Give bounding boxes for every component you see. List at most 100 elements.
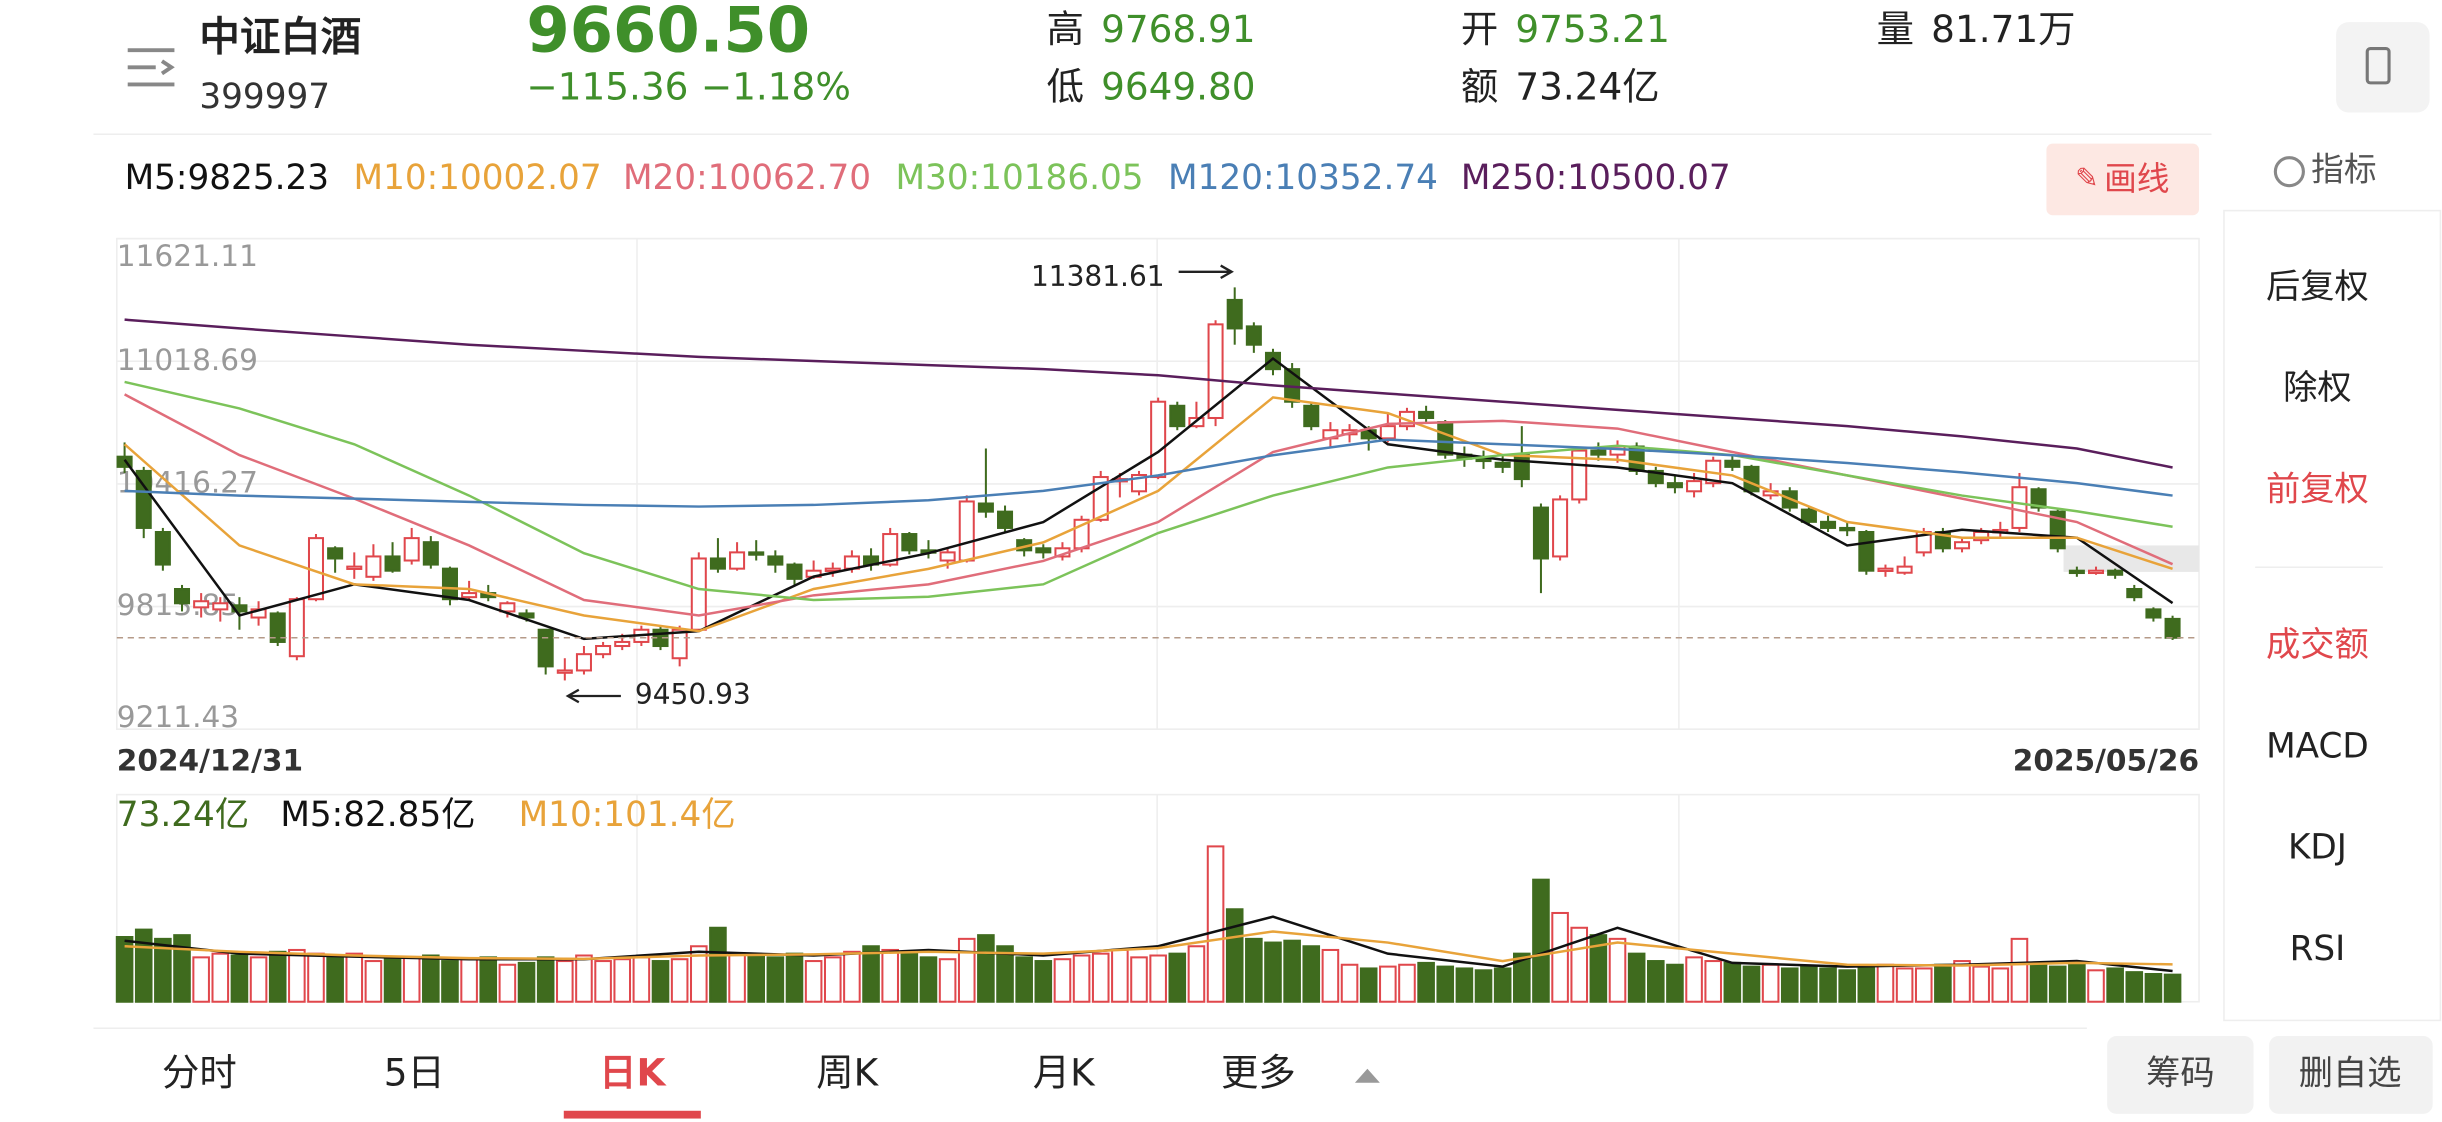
change: −115.36 xyxy=(526,65,688,109)
stat-label: 开 xyxy=(1461,7,1498,51)
period-tab[interactable]: 月K xyxy=(1033,1050,1096,1094)
volume-bar xyxy=(192,956,210,1003)
ma-line xyxy=(124,318,2173,469)
volume-bar xyxy=(1302,945,1321,1003)
volume-bar xyxy=(173,934,191,1003)
phone-button[interactable] xyxy=(2336,22,2430,113)
volume-bar xyxy=(1819,967,1837,1003)
volume-bar xyxy=(919,956,938,1003)
candle-body xyxy=(1800,508,1817,523)
ma-legend: M5:9825.23 xyxy=(125,158,330,198)
volume-bar xyxy=(689,945,708,1003)
ma-legend: M10:10002.07 xyxy=(354,158,602,198)
volume-bar xyxy=(1264,941,1282,1003)
volume-bar xyxy=(1608,937,1627,1003)
candle-body xyxy=(1264,351,1282,371)
volume-bar xyxy=(249,956,268,1003)
volume-bar xyxy=(2087,969,2105,1003)
candle-body xyxy=(729,551,746,570)
ma-legend: M30:10186.05 xyxy=(896,158,1144,198)
candle-body xyxy=(461,592,478,599)
indicator-tab[interactable]: 后复权 xyxy=(2266,267,2369,307)
candle-body xyxy=(556,669,573,674)
period-tab[interactable]: 分时 xyxy=(162,1050,237,1094)
volume-bar xyxy=(1455,967,1474,1003)
volume-bar xyxy=(1723,961,1742,1003)
chips-label: 筹码 xyxy=(2146,1053,2215,1093)
period-tab[interactable]: 日K xyxy=(599,1050,667,1094)
indicator-button[interactable]: 指标 xyxy=(2311,151,2376,189)
period-tab[interactable]: 更多 xyxy=(1221,1050,1296,1094)
candle-body xyxy=(1245,325,1262,346)
volume-bar xyxy=(785,952,804,1003)
candle-body xyxy=(901,533,918,552)
candle-body xyxy=(1552,498,1569,558)
chips-button[interactable] xyxy=(2107,1036,2254,1114)
indicator-tab[interactable]: MACD xyxy=(2266,726,2369,766)
volume-bar xyxy=(728,952,746,1003)
candle-body xyxy=(1724,459,1741,468)
indicator-tab[interactable]: 除权 xyxy=(2283,368,2352,408)
volume-bar xyxy=(2163,973,2182,1003)
indicator-tab[interactable]: 成交额 xyxy=(2266,625,2369,665)
period-tab[interactable]: 5日 xyxy=(384,1050,445,1094)
indicator-tab[interactable]: KDJ xyxy=(2288,828,2347,868)
candle-body xyxy=(958,500,975,562)
candle-body xyxy=(1207,323,1224,420)
candle-body xyxy=(1494,461,1511,468)
candle-body xyxy=(2049,510,2066,550)
candle-body xyxy=(288,598,305,658)
index-code: 399997 xyxy=(199,77,330,117)
volume-bar xyxy=(2010,937,2029,1003)
volume-bar xyxy=(1570,926,1589,1003)
volume-bar xyxy=(613,958,632,1003)
draw-button[interactable] xyxy=(2046,143,2200,216)
stat-value: 81.71万 xyxy=(1931,7,2075,51)
volume-bar xyxy=(383,958,402,1003)
volume-bar xyxy=(938,958,957,1003)
stat-value: 9649.80 xyxy=(1101,65,1256,109)
candle-body xyxy=(327,547,344,560)
volume-bar xyxy=(134,928,153,1003)
volume-bar xyxy=(268,950,287,1003)
volume-bar xyxy=(402,956,421,1003)
stat-label: 高 xyxy=(1047,7,1084,51)
candle-body xyxy=(269,612,286,643)
volume-bar xyxy=(1321,948,1340,1003)
candle-body xyxy=(1418,410,1435,420)
candle-body xyxy=(1896,565,1913,574)
volume-bar xyxy=(747,954,766,1003)
volume-bar xyxy=(364,960,383,1003)
volume-bar xyxy=(575,954,593,1003)
low-arrow xyxy=(565,688,621,704)
right-panel xyxy=(2223,209,2442,1022)
y-tick-label: 9211.43 xyxy=(117,700,239,734)
candle-body xyxy=(1686,480,1703,493)
volume-bar xyxy=(1379,965,1397,1003)
candle-body xyxy=(441,567,458,601)
index-name: 中证白酒 xyxy=(199,12,361,60)
volume-bar xyxy=(594,960,612,1003)
high-annotation: 11381.61 xyxy=(1031,260,1165,293)
volume-bar xyxy=(1666,963,1684,1003)
volume-bar xyxy=(2029,963,2048,1003)
period-tab[interactable]: 周K xyxy=(816,1050,879,1094)
volume-bar xyxy=(1704,960,1723,1003)
volume-bar xyxy=(1914,967,1933,1003)
volume-bar xyxy=(2125,971,2144,1003)
volume-bar xyxy=(307,952,325,1003)
stat-label: 低 xyxy=(1047,65,1084,109)
candle-body xyxy=(1513,453,1530,481)
volume-bar xyxy=(843,950,861,1003)
remove-watch-label: 删自选 xyxy=(2299,1053,2402,1093)
phone-icon xyxy=(2365,47,2391,85)
remove-watch-button[interactable] xyxy=(2269,1036,2433,1114)
candle-body xyxy=(154,530,171,566)
indicator-tab[interactable]: 前复权 xyxy=(2266,469,2369,509)
indicator-tab[interactable]: RSI xyxy=(2290,929,2346,969)
menu-icon[interactable] xyxy=(127,48,175,87)
ma-line xyxy=(123,356,2174,641)
pencil-icon: ✎ xyxy=(2075,161,2098,194)
volume-bar xyxy=(1627,952,1646,1003)
volume-bar xyxy=(2068,963,2086,1003)
